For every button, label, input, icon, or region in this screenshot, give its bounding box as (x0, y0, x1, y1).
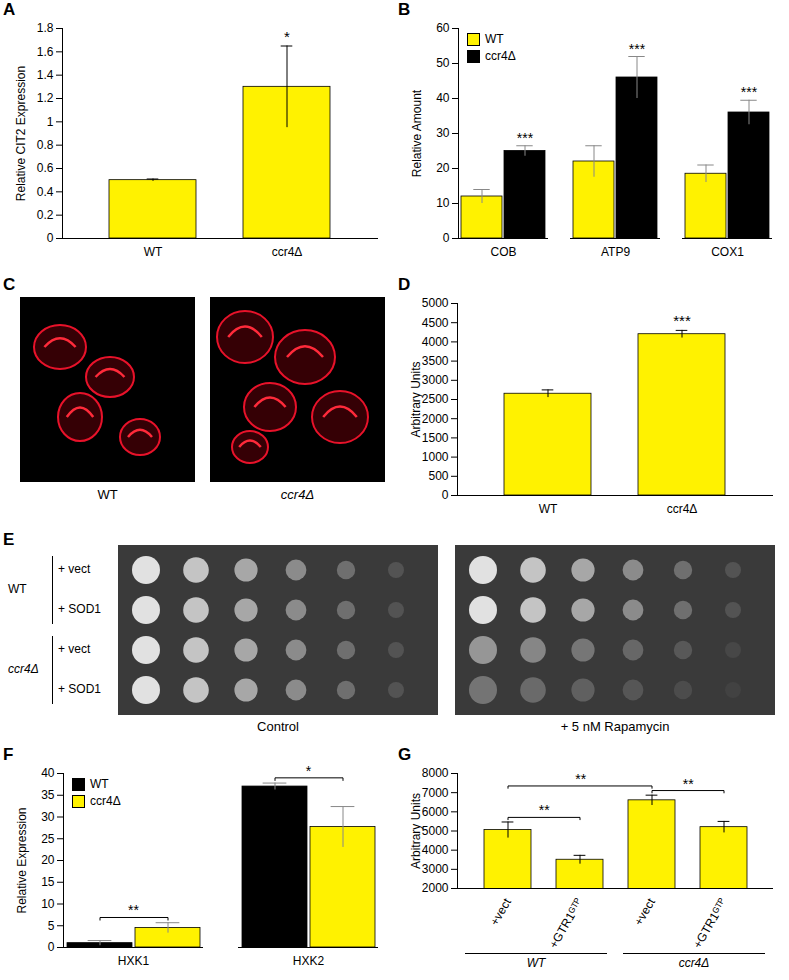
svg-text:4000: 4000 (422, 335, 449, 349)
svg-text:0.6: 0.6 (37, 161, 54, 175)
html-text:G: G (398, 745, 412, 764)
svg-text:*: * (284, 28, 290, 45)
svg-text:0: 0 (443, 231, 450, 245)
svg-text:2000: 2000 (422, 412, 449, 426)
svg-text:25: 25 (41, 832, 55, 846)
html-text:E: E (3, 530, 15, 549)
svg-text:500: 500 (428, 469, 448, 483)
svg-text:0: 0 (442, 488, 449, 502)
svg-text:**: ** (575, 771, 586, 787)
svg-text:20: 20 (436, 161, 450, 175)
html-text:WT: WT (8, 582, 27, 596)
svg-text:WT: WT (144, 245, 163, 259)
html-text:ccr4Δ: ccr4Δ (678, 956, 710, 970)
svg-text:1.6: 1.6 (37, 45, 54, 59)
html-text:B: B (398, 0, 411, 19)
svg-text:0.4: 0.4 (37, 185, 54, 199)
svg-text:***: *** (741, 84, 758, 100)
svg-text:+vect: +vect (487, 895, 514, 928)
svg-text:4000: 4000 (422, 843, 449, 857)
svg-text:40: 40 (41, 766, 55, 780)
svg-text:**: ** (539, 802, 550, 818)
svg-text:20: 20 (41, 853, 55, 867)
svg-text:1.4: 1.4 (37, 68, 54, 82)
svg-text:HXK2: HXK2 (293, 954, 325, 968)
html-text:+ 5 nM Rapamycin: + 5 nM Rapamycin (560, 719, 670, 734)
html-text:WT: WT (526, 956, 546, 970)
svg-text:0.2: 0.2 (37, 208, 54, 222)
html-text:ccr4Δ: ccr4Δ (280, 487, 315, 502)
svg-text:5000: 5000 (422, 824, 449, 838)
html-text:WT: WT (485, 32, 504, 46)
svg-text:WT: WT (539, 502, 558, 516)
svg-text:40: 40 (436, 91, 450, 105)
svg-text:Relative Amount: Relative Amount (410, 89, 424, 177)
svg-text:50: 50 (436, 56, 450, 70)
svg-text:7000: 7000 (422, 786, 449, 800)
svg-text:0: 0 (48, 940, 55, 954)
svg-text:5: 5 (48, 919, 55, 933)
svg-text:3000: 3000 (422, 373, 449, 387)
svg-text:ccr4Δ: ccr4Δ (272, 245, 303, 259)
svg-text:1.2: 1.2 (37, 91, 54, 105)
svg-text:4500: 4500 (422, 316, 449, 330)
svg-text:COB: COB (490, 245, 516, 259)
svg-text:5000: 5000 (422, 296, 449, 310)
svg-text:0: 0 (47, 231, 54, 245)
svg-text:ccr4Δ: ccr4Δ (667, 502, 698, 516)
svg-text:60: 60 (436, 21, 450, 35)
svg-text:1000: 1000 (422, 450, 449, 464)
svg-text:8000: 8000 (422, 766, 449, 780)
svg-text:1500: 1500 (422, 431, 449, 445)
svg-text:Relative CIT2 Expression: Relative CIT2 Expression (14, 66, 28, 201)
svg-text:ATP9: ATP9 (601, 245, 630, 259)
svg-text:***: *** (517, 130, 534, 146)
svg-text:6000: 6000 (422, 805, 449, 819)
html-text:A: A (3, 0, 16, 19)
svg-text:***: *** (629, 41, 646, 57)
svg-text:2500: 2500 (422, 392, 449, 406)
svg-text:+GTR1ᴳᵀᴾ: +GTR1ᴳᵀᴾ (690, 896, 730, 951)
svg-text:0.8: 0.8 (37, 138, 54, 152)
svg-text:30: 30 (41, 810, 55, 824)
html-text:C: C (3, 275, 16, 294)
svg-text:+GTR1ᴳᵀᴾ: +GTR1ᴳᵀᴾ (546, 896, 586, 951)
svg-text:Arbitrary Units: Arbitrary Units (409, 361, 423, 437)
svg-text:2000: 2000 (422, 881, 449, 895)
svg-text:**: ** (683, 776, 694, 792)
html-text:F: F (3, 745, 14, 764)
svg-text:Arbitrary Units: Arbitrary Units (409, 793, 423, 869)
html-text:WT: WT (97, 487, 118, 502)
svg-text:10: 10 (436, 196, 450, 210)
html-text:Control: Control (257, 719, 299, 734)
svg-text:1: 1 (47, 115, 54, 129)
svg-text:+vect: +vect (631, 895, 658, 928)
html-text:D: D (398, 275, 411, 294)
svg-text:15: 15 (41, 875, 55, 889)
svg-text:Relative Expression: Relative Expression (15, 807, 29, 913)
svg-text:*: * (306, 763, 312, 779)
svg-text:HXK1: HXK1 (118, 954, 150, 968)
svg-text:10: 10 (41, 897, 55, 911)
svg-text:1.8: 1.8 (37, 21, 54, 35)
svg-text:COX1: COX1 (711, 245, 744, 259)
html-text:+ vect: + vect (58, 562, 91, 576)
html-text:+ SOD1: + SOD1 (58, 682, 101, 696)
svg-text:3000: 3000 (422, 862, 449, 876)
html-text:WT: WT (90, 777, 109, 791)
html-text:ccr4Δ: ccr4Δ (90, 794, 121, 808)
svg-text:***: *** (673, 312, 691, 329)
svg-text:3500: 3500 (422, 354, 449, 368)
svg-text:**: ** (128, 902, 139, 918)
html-text:+ vect: + vect (58, 642, 91, 656)
html-text:ccr4Δ: ccr4Δ (485, 49, 516, 63)
html-text:ccr4Δ: ccr4Δ (8, 662, 39, 676)
html-text:+ SOD1: + SOD1 (58, 602, 101, 616)
svg-text:30: 30 (436, 126, 450, 140)
svg-text:35: 35 (41, 788, 55, 802)
